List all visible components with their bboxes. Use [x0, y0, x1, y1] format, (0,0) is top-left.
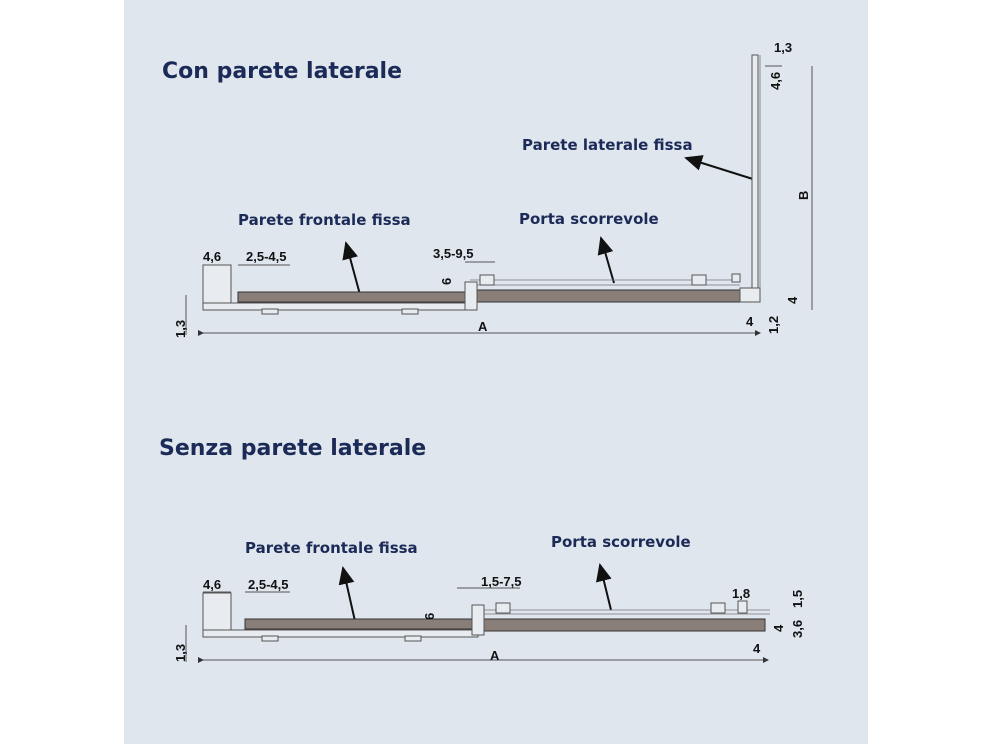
- dim-6: 6: [422, 613, 437, 620]
- arrow-sliding-door: [597, 236, 615, 284]
- diagram-title: Con parete laterale: [162, 59, 402, 84]
- dim-1-5: 1,5: [790, 590, 805, 608]
- wall-profile: [202, 592, 232, 634]
- sliding-door-glass: [469, 289, 741, 303]
- arrow-side-wall: [684, 155, 757, 181]
- front-wall-glass: [237, 291, 469, 303]
- dim-B: B: [796, 191, 811, 200]
- diagram-with-side-wall: Con parete laterale Parete laterale fiss…: [162, 40, 813, 338]
- label-front-wall: Parete frontale fissa: [245, 539, 418, 557]
- diagram-title: Senza parete laterale: [159, 436, 426, 461]
- label-sliding-door: Porta scorrevole: [519, 210, 659, 228]
- dim-A: A: [490, 648, 500, 663]
- sliding-door-glass: [477, 618, 766, 632]
- label-front-wall: Parete frontale fissa: [238, 211, 411, 229]
- dim-3-6: 3,6: [790, 620, 805, 638]
- front-wall-glass: [244, 618, 476, 630]
- dim-4-bottom: 4: [746, 314, 754, 329]
- dim-2-5-4-5: 2,5-4,5: [246, 249, 286, 264]
- dim-1-5-7-5: 1,5-7,5: [481, 574, 521, 589]
- arrow-sliding-door: [596, 563, 612, 611]
- dim-3-5-9-5: 3,5-9,5: [433, 246, 473, 261]
- dim-4-right: 4: [771, 624, 786, 632]
- dim-4-bottom: 4: [753, 641, 761, 656]
- side-wall-glass: [751, 54, 759, 301]
- label-sliding-door: Porta scorrevole: [551, 533, 691, 551]
- dim-4-6-top: 4,6: [768, 72, 783, 90]
- wall-profile: [202, 264, 232, 306]
- dim-A: A: [478, 319, 488, 334]
- dim-4-right: 4: [785, 296, 800, 304]
- dim-4-6: 4,6: [203, 249, 221, 264]
- diagram-without-side-wall: Senza parete laterale Parete frontale fi…: [159, 436, 805, 663]
- dim-6: 6: [439, 278, 454, 285]
- dim-4-6: 4,6: [203, 577, 221, 592]
- dim-1-3-top: 1,3: [774, 40, 792, 55]
- dim-1-3: 1,3: [173, 320, 188, 338]
- dim-2-5-4-5: 2,5-4,5: [248, 577, 288, 592]
- dim-1-8: 1,8: [732, 586, 750, 601]
- label-side-wall: Parete laterale fissa: [522, 136, 693, 154]
- dim-1-2: 1,2: [766, 316, 781, 334]
- dim-1-3: 1,3: [173, 644, 188, 662]
